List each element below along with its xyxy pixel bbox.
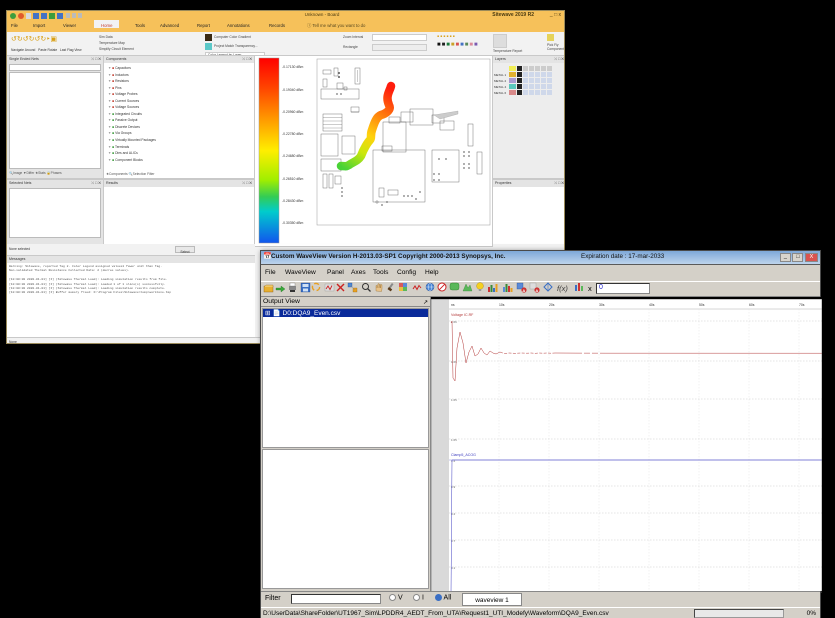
svg-text:70s: 70s xyxy=(799,303,805,307)
svg-text:Clamp5_ACOG: Clamp5_ACOG xyxy=(451,453,476,457)
svg-text:A: A xyxy=(522,288,525,293)
svg-text:1.65: 1.65 xyxy=(451,438,457,442)
svg-text:1.65: 1.65 xyxy=(451,398,457,402)
svg-text:-0.30350 dBm: -0.30350 dBm xyxy=(282,221,303,225)
svg-text:-0.17130 dBm: -0.17130 dBm xyxy=(282,65,303,69)
svg-text:60s: 60s xyxy=(749,303,755,307)
svg-text:-0.28430 dBm: -0.28430 dBm xyxy=(282,199,303,203)
svg-text:-0.19040 dBm: -0.19040 dBm xyxy=(282,88,303,92)
svg-text:-0.24680 dBm: -0.24680 dBm xyxy=(282,154,303,158)
svg-text:20s: 20s xyxy=(549,303,555,307)
svg-text:0.1: 0.1 xyxy=(451,566,456,570)
svg-text:50s: 50s xyxy=(699,303,705,307)
svg-text:A: A xyxy=(535,288,538,293)
svg-text:30s: 30s xyxy=(599,303,605,307)
svg-text:40s: 40s xyxy=(649,303,655,307)
svg-text:1.4: 1.4 xyxy=(451,459,456,463)
svg-text:Voltage IC.RF: Voltage IC.RF xyxy=(451,313,474,317)
svg-text:f(x): f(x) xyxy=(557,284,568,293)
svg-text:-0.20960 dBm: -0.20960 dBm xyxy=(282,110,303,114)
svg-text:0.7: 0.7 xyxy=(451,539,456,543)
svg-text:ns: ns xyxy=(451,303,455,307)
svg-text:-0.26510 dBm: -0.26510 dBm xyxy=(282,177,303,181)
svg-text:10s: 10s xyxy=(499,303,505,307)
svg-text:-0.22780 dBm: -0.22780 dBm xyxy=(282,132,303,136)
